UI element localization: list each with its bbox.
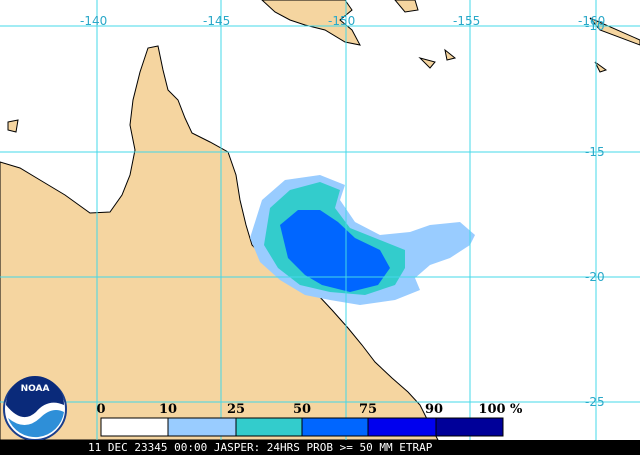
latitude-label: -10: [585, 19, 605, 33]
noaa-logo: NOAA: [3, 376, 67, 441]
latitude-label: -15: [585, 145, 605, 159]
colorbar-swatch: [301, 417, 369, 437]
colorbar-swatch: [367, 417, 437, 437]
latitude-label: -20: [585, 270, 605, 284]
latitude-label: -25: [585, 395, 605, 409]
footer-text: 11 DEC 23345 00:00 JASPER: 24HRS PROB >=…: [88, 441, 433, 454]
longitude-label: -150: [328, 14, 355, 28]
colorbar-swatch: [235, 417, 303, 437]
colorbar-label: 50: [293, 402, 311, 417]
longitude-label: -145: [203, 14, 230, 28]
logo-text: NOAA: [21, 384, 50, 394]
colorbar-unit: %: [510, 402, 523, 417]
longitude-label: -160: [578, 14, 605, 28]
footer-bar: [0, 440, 640, 455]
colorbar-label: 25: [227, 402, 245, 417]
graticule: [0, 0, 640, 440]
longitude-label: -140: [80, 14, 107, 28]
colorbar: 0 10 25 50 75 90 100 %: [96, 402, 523, 437]
colorbar-label: 0: [96, 402, 105, 417]
logo-sea: [8, 410, 64, 438]
land-australia: [0, 45, 439, 441]
longitude-label: -155: [453, 14, 480, 28]
land-islands: [7, 0, 640, 133]
prob-50: [280, 210, 390, 292]
colorbar-label: 100: [478, 402, 505, 417]
colorbar-swatch: [435, 417, 504, 437]
colorbar-swatch: [100, 417, 169, 437]
colorbar-label: 75: [359, 402, 377, 417]
land-png: [261, 0, 361, 46]
colorbar-label: 90: [425, 402, 443, 417]
colorbar-swatch: [167, 417, 237, 437]
colorbar-label: 10: [159, 402, 177, 417]
logo-sky: [6, 376, 64, 418]
